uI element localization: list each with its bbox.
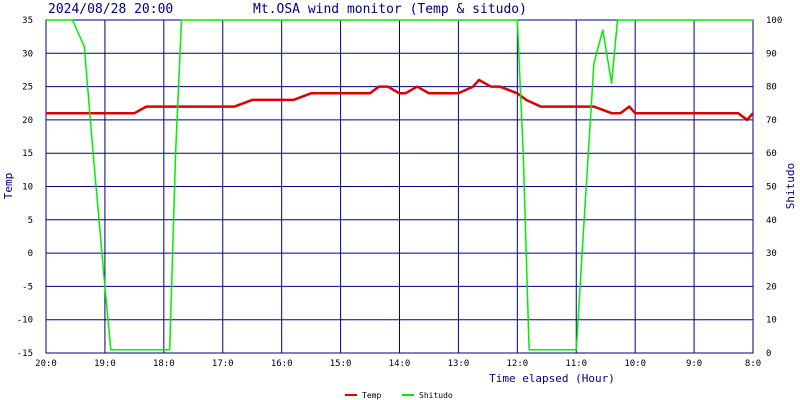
y-left-tick-labels: 35 30 25 20 15 10 5 0 -5 -10 -15: [17, 16, 33, 359]
y-left-tick-label: 15: [22, 149, 33, 159]
legend-label-shitudo: Shitudo: [419, 391, 453, 400]
legend-label-temp: Temp: [362, 391, 381, 400]
y-left-tick-label: -10: [17, 316, 33, 326]
x-tick-label: 15:0: [330, 359, 352, 369]
y-right-tick-label: 40: [766, 216, 777, 226]
series-line-temp: [46, 78, 754, 122]
y-right-tick-label: 70: [766, 116, 777, 126]
x-tick-label: 9:0: [686, 359, 702, 369]
y-left-tick-label: 20: [22, 116, 33, 126]
y-right-tick-label: 20: [766, 282, 777, 292]
x-tick-label: 8:0: [745, 359, 761, 369]
x-tick-label: 14:0: [389, 359, 411, 369]
x-tick-label: 10:0: [624, 359, 646, 369]
legend: Temp Shitudo: [345, 391, 453, 400]
y-left-tick-label: 5: [28, 216, 33, 226]
x-tick-label: 17:0: [212, 359, 234, 369]
y-left-tick-label: 30: [22, 49, 33, 59]
y-left-axis-label: Temp: [2, 173, 15, 200]
y-right-tick-label: 0: [766, 349, 771, 359]
y-left-tick-label: -5: [22, 282, 33, 292]
y-right-tick-label: 30: [766, 249, 777, 259]
y-left-tick-label: 35: [22, 16, 33, 26]
series-line-shitudo: [46, 19, 753, 351]
y-left-tick-label: 25: [22, 83, 33, 93]
y-right-tick-label: 80: [766, 83, 777, 93]
x-tick-label: 11:0: [565, 359, 587, 369]
y-left-tick-label: 10: [22, 183, 33, 193]
chart-title: Mt.OSA wind monitor (Temp & situdo): [253, 2, 527, 17]
x-axis-label: Time elapsed (Hour): [489, 372, 615, 385]
x-tick-label: 12:0: [506, 359, 528, 369]
y-right-tick-label: 10: [766, 316, 777, 326]
series-lines: [46, 19, 754, 351]
y-right-tick-label: 100: [766, 16, 782, 26]
x-tick-label: 18:0: [153, 359, 175, 369]
y-left-tick-label: 0: [28, 249, 33, 259]
y-right-axis-label: Shitudo: [784, 163, 797, 209]
header-datetime: 2024/08/28 20:00: [48, 2, 173, 17]
x-tick-label: 16:0: [271, 359, 293, 369]
y-left-tick-label: -15: [17, 349, 33, 359]
grid: [45, 19, 754, 354]
x-tick-label: 20:0: [35, 359, 57, 369]
x-tick-labels: 20:0 19:0 18:0 17:0 16:0 15:0 14:0 13:0 12:0 11:0…: [35, 359, 761, 369]
x-tick-label: 19:0: [94, 359, 116, 369]
y-right-tick-label: 90: [766, 49, 777, 59]
y-right-tick-label: 50: [766, 183, 777, 193]
y-right-tick-label: 60: [766, 149, 777, 159]
x-tick-label: 13:0: [448, 359, 470, 369]
